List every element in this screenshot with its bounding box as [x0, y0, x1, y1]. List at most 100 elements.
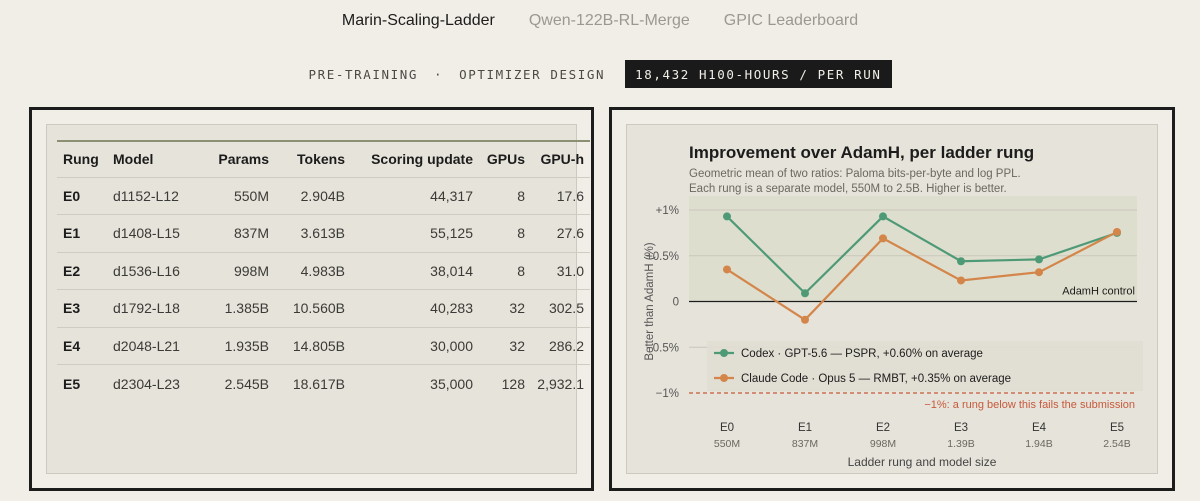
chart-panel: Improvement over AdamH, per ladder rung … [609, 107, 1175, 491]
baseline-label: AdamH control [1062, 286, 1135, 298]
x-tick-sublabel-E3: 1.39B [947, 438, 974, 450]
x-tick-sublabel-E4: 1.94B [1025, 438, 1052, 450]
compute-budget-badge: 18,432 H100-HOURS / PER RUN [625, 60, 892, 88]
cell-gpu-h: 286.2 [531, 327, 590, 365]
category-line: PRE-TRAINING · OPTIMIZER DESIGN 18,432 H… [0, 60, 1200, 88]
cell-tokens: 4.983B [275, 252, 351, 290]
x-tick-label-E3: E3 [954, 422, 968, 434]
cell-model: d2304-L23 [113, 375, 180, 392]
y-tick-label: +0.5% [646, 251, 679, 263]
x-tick-sublabel-E1: 837M [792, 438, 818, 450]
cell-gpus: 8 [479, 252, 531, 290]
chart-subtitle: Geometric mean of two ratios: Paloma bit… [689, 167, 1109, 197]
x-tick-label-E2: E2 [876, 422, 890, 434]
series-1-point-E3 [957, 257, 965, 266]
cell-scoring-update: 30,000 [351, 327, 479, 365]
col-gpu-h: GPU-h [531, 141, 590, 178]
chart-title: Improvement over AdamH, per ladder rung [689, 143, 1035, 162]
chart-subtitle-line-2: Each rung is a separate model, 550M to 2… [689, 183, 1007, 195]
cell-model: d1792-L18 [107, 289, 207, 328]
chart-card: Improvement over AdamH, per ladder rung … [626, 124, 1158, 474]
cell-scoring-update: 40,283 [351, 289, 479, 328]
legend-label-2: Claude Code · Opus 5 — RMBT, +0.35% on a… [741, 373, 1011, 385]
y-axis-title: Better than AdamH (%) [644, 242, 656, 360]
cell-rung: E0 [57, 177, 107, 215]
cell-gpus: 32 [479, 289, 531, 328]
cell-gpu-h: 17.6 [531, 177, 590, 215]
cell-scoring-update: 44,317 [351, 177, 479, 215]
y-tick-label: −1% [656, 388, 679, 400]
positive-region [689, 196, 1137, 302]
cell-tokens: 10.560B [275, 289, 351, 328]
cell-gpu-h: 27.6 [531, 214, 590, 253]
col-params: Params [207, 141, 275, 178]
top-tabs: Marin-Scaling-Ladder Qwen-122B-RL-Merge … [0, 8, 1200, 34]
x-tick-sublabel-E5: 2.54B [1103, 438, 1130, 450]
cell-params: 2.545B [224, 375, 269, 392]
legend-marker-2 [720, 374, 728, 382]
cell-tokens: 3.613B [275, 214, 351, 253]
series-1-point-E2 [879, 212, 887, 221]
cell-params: 1.385B [207, 289, 275, 328]
cell-params: 837M [207, 214, 275, 253]
cell-scoring-update: 55,125 [351, 214, 479, 253]
x-tick-label-E4: E4 [1032, 422, 1047, 434]
cell-params: 550M [207, 177, 275, 215]
cell-gpus: 128 [501, 375, 525, 392]
tab-qwen-122b-rl-merge[interactable]: Qwen-122B-RL-Merge [528, 12, 690, 29]
col-rung: Rung [57, 141, 107, 178]
ladder-table-card: Rung Model Params Tokens Scoring update … [46, 124, 590, 474]
series-1-point-E1 [801, 289, 809, 298]
fail-threshold-label: −1%: a rung below this fails the submiss… [924, 399, 1135, 411]
table-row: E0 d1152-L12 550M 2.904B 44,317 8 17.6 [57, 177, 590, 215]
legend-marker-1 [720, 349, 728, 357]
cell-gpus: 8 [479, 214, 531, 253]
cell-scoring-update: 38,014 [351, 252, 479, 290]
col-tokens: Tokens [275, 141, 351, 178]
cell-scoring-update: 35,000 [430, 375, 473, 392]
table-row: E2 d1536-L16 998M 4.983B 38,014 8 31.0 [57, 252, 590, 290]
cell-model: d1408-L15 [107, 214, 207, 253]
cell-rung: E4 [57, 327, 107, 365]
series-2-point-E1 [801, 315, 809, 324]
col-model: Model [107, 141, 207, 178]
cell-gpu-h: 302.5 [531, 289, 590, 328]
x-axis-title: Ladder rung and model size [848, 455, 997, 469]
series-line-1 [726, 215, 1118, 295]
tab-gpic-leaderboard[interactable]: GPIC Leaderboard [723, 12, 859, 29]
legend-box [707, 341, 1143, 391]
y-tick-label: 0 [673, 297, 679, 309]
table-row: E5 d2304-L23 2.545B 18.617B 35,000 128 2,932.1 [57, 365, 590, 403]
cell-model: d1536-L16 [107, 252, 207, 290]
category-optimizer-design: OPTIMIZER DESIGN [459, 66, 606, 82]
cell-rung: E2 [57, 252, 107, 290]
series-line-2 [726, 230, 1118, 322]
tab-marin-scaling-ladder[interactable]: Marin-Scaling-Ladder [341, 12, 495, 29]
cell-params: 998M [207, 252, 275, 290]
line-chart: −1% −0.5% 0 +0.5% +1% AdamH control −1%: a run… [644, 196, 1143, 469]
ladder-table: Rung Model Params Tokens Scoring update … [57, 140, 590, 402]
x-tick-sublabel-E0: 550M [714, 438, 740, 450]
series-2-point-E0 [723, 265, 731, 274]
series-2-point-E5 [1113, 227, 1121, 236]
chart-subtitle-line-1: Geometric mean of two ratios: Paloma bit… [689, 168, 1021, 180]
y-tick-label: −0.5% [646, 342, 679, 354]
y-tick-label: +1% [656, 205, 679, 217]
x-tick-label-E5: E5 [1110, 422, 1124, 434]
cell-gpu-h: 2,932.1 [537, 375, 584, 392]
table-row: E4 d2048-L21 1.935B 14.805B 30,000 32 286.2 [57, 327, 590, 365]
cell-rung: E3 [57, 289, 107, 328]
ladder-table-panel: Rung Model Params Tokens Scoring update … [29, 107, 594, 491]
legend-label-1: Codex · GPT-5.6 — PSPR, +0.60% on averag… [741, 348, 983, 360]
cell-gpu-h: 31.0 [531, 252, 590, 290]
cell-tokens: 18.617B [292, 375, 345, 392]
cell-gpus: 32 [479, 327, 531, 365]
series-2-point-E4 [1035, 268, 1043, 277]
cell-rung: E5 [63, 375, 81, 392]
series-1-point-E0 [723, 212, 731, 221]
separator-dot: · [433, 66, 444, 82]
cell-params: 1.935B [207, 327, 275, 365]
series-2-point-E3 [957, 276, 965, 285]
x-tick-sublabel-E2: 998M [870, 438, 896, 450]
col-gpus: GPUs [479, 141, 531, 178]
